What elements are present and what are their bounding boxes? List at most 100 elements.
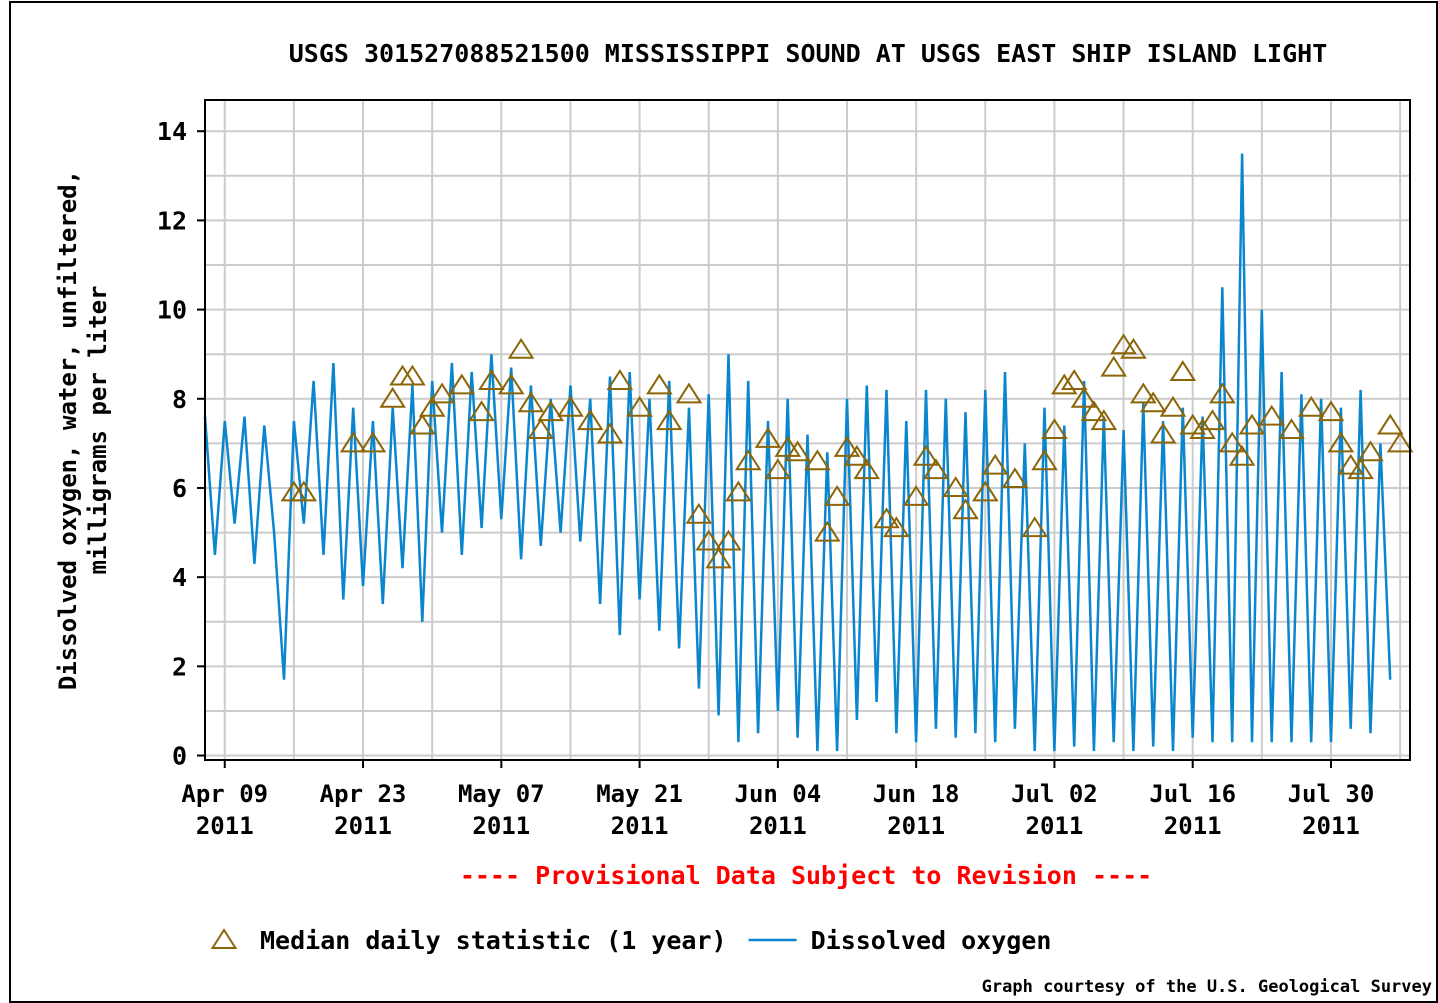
marker [537, 400, 565, 422]
marker [1129, 382, 1157, 404]
legend-label: Median daily statistic (1 year) [260, 926, 727, 955]
marker [408, 413, 436, 435]
x-tick-label: Jul 02 2011 [1011, 780, 1098, 840]
marker [1169, 360, 1197, 382]
y-tick-label: 2 [172, 652, 187, 681]
marker [626, 395, 653, 417]
y-tick-label: 12 [157, 206, 187, 235]
marker [1199, 409, 1226, 431]
marker [715, 529, 742, 551]
marker [695, 529, 723, 551]
legend-label: Dissolved oxygen [811, 926, 1052, 955]
marker [843, 444, 871, 466]
marker [883, 516, 910, 538]
marker [507, 337, 535, 359]
marker [1337, 453, 1365, 475]
marker [1001, 467, 1029, 489]
marker [1100, 355, 1128, 377]
marker [1258, 404, 1286, 426]
marker [428, 382, 456, 404]
marker [725, 480, 752, 502]
marker [1357, 440, 1384, 462]
marker [418, 395, 446, 417]
marker [596, 422, 624, 444]
marker [1278, 418, 1305, 439]
credit: Graph courtesy of the U.S. Geological Su… [982, 977, 1432, 997]
marker [784, 440, 811, 462]
marker [774, 435, 802, 457]
frame [9, 1, 1438, 1003]
marker [804, 449, 831, 471]
marker [497, 373, 525, 395]
marker [478, 369, 505, 390]
marker [912, 444, 940, 466]
y-tick-label: 4 [172, 563, 187, 592]
marker [922, 458, 950, 480]
marker [833, 435, 861, 457]
marker [1120, 337, 1147, 359]
marker [823, 485, 851, 506]
marker [576, 409, 604, 431]
data-line [203, 153, 1392, 752]
note: ---- Provisional Data Subject to Revisio… [460, 861, 1152, 890]
x-tick-label: Apr 23 2011 [319, 780, 407, 840]
marker [1110, 333, 1137, 355]
marker [813, 520, 841, 542]
marker [1070, 386, 1098, 408]
marker [981, 453, 1009, 475]
plot-frame [204, 99, 1411, 761]
y-tick-label: 14 [157, 117, 187, 146]
marker [764, 458, 792, 480]
marker [646, 373, 673, 395]
marker [952, 498, 979, 520]
marker [1218, 431, 1246, 453]
x-tick-label: Jun 04 2011 [734, 780, 822, 840]
marker [1139, 391, 1167, 413]
y-axis-label: Dissolved oxygen, water, unfiltered, mil… [54, 169, 112, 691]
marker [675, 382, 703, 404]
marker [517, 391, 545, 413]
marker [754, 427, 782, 448]
marker [1386, 431, 1414, 453]
x-tick-label: Jul 30 2011 [1287, 780, 1375, 840]
marker [1031, 449, 1058, 471]
marker [1376, 413, 1404, 435]
marker [290, 480, 318, 502]
y-tick-label: 0 [172, 742, 187, 771]
marker [1209, 382, 1236, 404]
marker [339, 431, 367, 453]
x-tick-label: Jun 18 2011 [872, 780, 960, 840]
x-tick-label: Jul 16 2011 [1149, 780, 1237, 840]
marker [971, 480, 999, 502]
marker [1050, 373, 1078, 395]
marker [853, 458, 881, 480]
marker [468, 400, 495, 422]
x-tick-label: May 21 2011 [596, 780, 683, 840]
y-tick-label: 10 [157, 296, 187, 325]
marker [1327, 431, 1355, 453]
marker [902, 485, 930, 506]
marker [1090, 409, 1118, 431]
marker [1317, 400, 1345, 422]
marker [1238, 413, 1266, 435]
marker [685, 502, 713, 524]
marker [527, 418, 555, 439]
y-tick-label: 6 [172, 474, 187, 503]
marker [359, 431, 387, 453]
marker [1060, 369, 1088, 390]
marker [1041, 418, 1068, 439]
marker [873, 507, 900, 529]
marker [1080, 400, 1108, 422]
marker [655, 409, 683, 431]
marker [1149, 422, 1177, 444]
x-tick-label: May 07 2011 [457, 780, 545, 840]
marker [1228, 444, 1256, 466]
marker [557, 395, 584, 417]
marker [1159, 395, 1187, 417]
marker [1297, 395, 1325, 417]
x-tick-label: Apr 09 2011 [181, 780, 269, 840]
y-tick-label: 8 [172, 385, 187, 414]
legend-marker [210, 928, 238, 949]
